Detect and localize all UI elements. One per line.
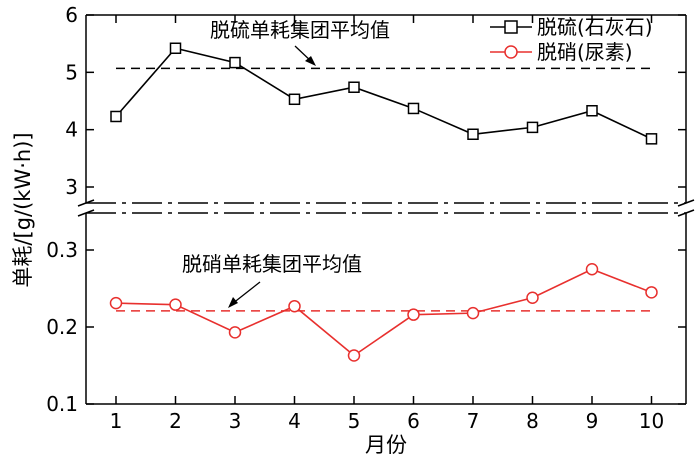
lower-y-tick-label: 0.1: [46, 392, 78, 416]
x-tick-label: 4: [288, 409, 301, 433]
break-mark-left-top: [77, 199, 95, 207]
denitration-data-point: [526, 291, 539, 304]
denitration-data-point: [109, 296, 123, 310]
ticks-layer: 3 4 5 6 0.1 0.2 0.3 1 2 3 4 5 6 7 8 9 10: [46, 3, 686, 433]
desulfur-data-point: [348, 81, 360, 93]
legend-label-desulfur: 脱硫(石灰石): [537, 15, 653, 39]
desulfur-data-point: [288, 93, 301, 106]
x-tick-label: 5: [348, 409, 361, 433]
denitration-data-point: [169, 298, 182, 311]
desulfur-data-point: [645, 133, 658, 145]
desulfur-data-point: [467, 128, 479, 141]
x-axis-title: 月份: [365, 433, 407, 457]
upper-y-tick-label: 3: [65, 175, 78, 199]
legend-label-denitration: 脱硝(尿素): [537, 40, 633, 64]
denitration-data-point: [466, 306, 480, 320]
desulfur-data-point: [586, 104, 598, 117]
desulfur-series-line: [115, 47, 652, 140]
x-tick-label: 7: [467, 409, 480, 433]
denitration-data-point: [288, 299, 301, 313]
x-tick-label: 10: [639, 409, 664, 433]
denitration-data-point: [585, 263, 599, 276]
legend: 脱硫(石灰石) 脱硝(尿素): [490, 15, 653, 64]
desulfur-data-point: [110, 110, 122, 123]
axis-break-band: [84, 200, 688, 216]
upper-y-tick-label: 5: [65, 60, 78, 84]
break-mark-right-top: [677, 199, 695, 207]
series-layer: [109, 42, 658, 362]
desulfur-data-point: [169, 42, 182, 55]
break-mark-left-bottom: [77, 209, 95, 217]
x-tick-label: 6: [407, 409, 420, 433]
denitration-data-point: [645, 286, 658, 299]
denitration-data-point: [347, 349, 361, 362]
x-tick-label: 9: [586, 409, 599, 433]
legend-marker-circle: [504, 45, 518, 59]
x-tick-label: 3: [229, 409, 242, 433]
lower-y-tick-label: 0.2: [46, 315, 78, 339]
desulfur-data-point: [407, 102, 420, 115]
legend-marker-square: [504, 20, 518, 34]
denitration-data-point: [407, 308, 420, 321]
x-tick-label: 8: [526, 409, 539, 433]
denitration-arrow-head: [228, 297, 238, 308]
y-axis-title: 单耗/[g/(kW·h)]: [11, 132, 35, 287]
desulfur-data-point: [229, 56, 241, 69]
denitration-data-point: [228, 326, 242, 339]
x-tick-label: 2: [169, 409, 182, 433]
x-tick-label: 1: [110, 409, 123, 433]
lower-y-tick-label: 0.3: [46, 238, 78, 262]
desulfur-average-label: 脱硫单耗集团平均值: [210, 18, 390, 42]
desulfur-arrow-head: [305, 56, 316, 66]
upper-y-tick-label: 6: [65, 3, 78, 27]
denitration-series-line: [115, 268, 652, 357]
denitration-average-label: 脱硝单耗集团平均值: [182, 252, 362, 276]
denitration-arrow-shaft: [231, 281, 261, 305]
upper-y-tick-label: 4: [65, 118, 78, 142]
break-mark-right-bottom: [677, 209, 695, 217]
desulfur-data-point: [526, 121, 539, 134]
